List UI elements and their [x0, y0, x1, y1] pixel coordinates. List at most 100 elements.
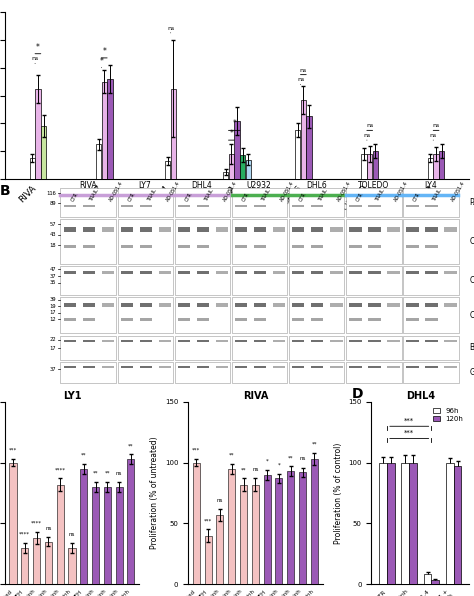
Title: RIVA: RIVA	[243, 391, 268, 401]
Bar	[80, 469, 87, 584]
FancyBboxPatch shape	[292, 303, 304, 307]
FancyBboxPatch shape	[178, 194, 191, 197]
Text: ns: ns	[300, 67, 307, 73]
FancyBboxPatch shape	[159, 194, 171, 197]
FancyBboxPatch shape	[368, 303, 381, 307]
FancyBboxPatch shape	[118, 362, 173, 383]
Text: PARP: PARP	[469, 198, 474, 207]
Text: DHL4: DHL4	[191, 181, 212, 190]
FancyBboxPatch shape	[444, 366, 456, 368]
FancyBboxPatch shape	[292, 245, 304, 249]
Text: LY4: LY4	[424, 181, 437, 190]
FancyBboxPatch shape	[425, 303, 438, 307]
Text: AD-051.4: AD-051.4	[450, 181, 466, 203]
FancyBboxPatch shape	[349, 271, 362, 274]
FancyBboxPatch shape	[174, 266, 230, 294]
FancyBboxPatch shape	[232, 362, 287, 383]
FancyBboxPatch shape	[102, 340, 114, 342]
FancyBboxPatch shape	[102, 271, 114, 274]
FancyBboxPatch shape	[61, 188, 116, 217]
FancyBboxPatch shape	[118, 219, 173, 264]
FancyBboxPatch shape	[289, 219, 345, 264]
Text: 17: 17	[49, 311, 56, 315]
FancyBboxPatch shape	[292, 194, 304, 197]
FancyBboxPatch shape	[121, 318, 133, 321]
FancyBboxPatch shape	[311, 194, 323, 197]
FancyBboxPatch shape	[254, 340, 266, 342]
FancyBboxPatch shape	[406, 194, 419, 197]
FancyBboxPatch shape	[349, 245, 362, 249]
FancyBboxPatch shape	[311, 204, 323, 207]
FancyBboxPatch shape	[235, 245, 247, 249]
FancyBboxPatch shape	[349, 227, 362, 232]
Text: AD-051.4: AD-051.4	[222, 181, 238, 203]
FancyBboxPatch shape	[159, 227, 171, 232]
Text: 47: 47	[49, 267, 56, 272]
FancyBboxPatch shape	[349, 204, 362, 207]
Text: ****: ****	[55, 467, 66, 473]
Text: CTR: CTR	[70, 192, 79, 203]
FancyBboxPatch shape	[140, 194, 152, 197]
FancyBboxPatch shape	[178, 340, 191, 342]
Bar	[373, 151, 378, 179]
FancyBboxPatch shape	[292, 227, 304, 232]
FancyBboxPatch shape	[273, 227, 285, 232]
FancyBboxPatch shape	[292, 366, 304, 368]
FancyBboxPatch shape	[368, 245, 381, 249]
FancyBboxPatch shape	[235, 340, 247, 342]
FancyBboxPatch shape	[311, 271, 323, 274]
Bar	[409, 462, 417, 584]
Text: ***: ***	[404, 418, 414, 424]
Bar	[252, 485, 259, 584]
Title: DHL4: DHL4	[406, 391, 435, 401]
FancyBboxPatch shape	[273, 303, 285, 307]
FancyBboxPatch shape	[197, 227, 210, 232]
FancyBboxPatch shape	[178, 204, 191, 207]
Text: **: **	[241, 467, 246, 473]
Text: AD-051.4: AD-051.4	[393, 181, 409, 203]
Text: *: *	[229, 129, 233, 138]
FancyBboxPatch shape	[444, 271, 456, 274]
Bar	[299, 473, 306, 584]
FancyBboxPatch shape	[174, 219, 230, 264]
Text: ns: ns	[297, 77, 304, 82]
Bar	[128, 459, 135, 584]
Text: 43: 43	[49, 232, 56, 237]
FancyBboxPatch shape	[159, 366, 171, 368]
FancyBboxPatch shape	[232, 219, 287, 264]
Text: ***: ***	[9, 448, 17, 453]
FancyBboxPatch shape	[292, 318, 304, 321]
FancyBboxPatch shape	[273, 194, 285, 197]
FancyBboxPatch shape	[121, 227, 133, 232]
FancyBboxPatch shape	[406, 245, 419, 249]
Bar	[104, 487, 111, 584]
Bar	[424, 575, 431, 584]
FancyBboxPatch shape	[311, 366, 323, 368]
FancyBboxPatch shape	[174, 336, 230, 360]
FancyBboxPatch shape	[178, 245, 191, 249]
FancyBboxPatch shape	[289, 362, 345, 383]
FancyBboxPatch shape	[197, 318, 210, 321]
Bar	[428, 159, 433, 179]
Bar	[431, 581, 439, 584]
FancyBboxPatch shape	[216, 271, 228, 274]
Text: **: **	[81, 453, 87, 458]
FancyBboxPatch shape	[403, 219, 458, 264]
FancyBboxPatch shape	[346, 362, 401, 383]
FancyBboxPatch shape	[140, 245, 152, 249]
FancyBboxPatch shape	[349, 318, 362, 321]
Y-axis label: Proliferation (% of untreated): Proliferation (% of untreated)	[150, 437, 159, 550]
Bar	[102, 82, 107, 179]
FancyBboxPatch shape	[178, 271, 191, 274]
FancyBboxPatch shape	[349, 303, 362, 307]
FancyBboxPatch shape	[140, 366, 152, 368]
Bar	[9, 462, 17, 584]
Text: 89: 89	[49, 201, 56, 206]
FancyBboxPatch shape	[140, 227, 152, 232]
FancyBboxPatch shape	[330, 194, 343, 197]
Text: CAS8: CAS8	[469, 237, 474, 246]
Text: ns: ns	[432, 123, 440, 128]
Text: **: **	[128, 443, 134, 448]
FancyBboxPatch shape	[121, 194, 133, 197]
FancyBboxPatch shape	[197, 366, 210, 368]
